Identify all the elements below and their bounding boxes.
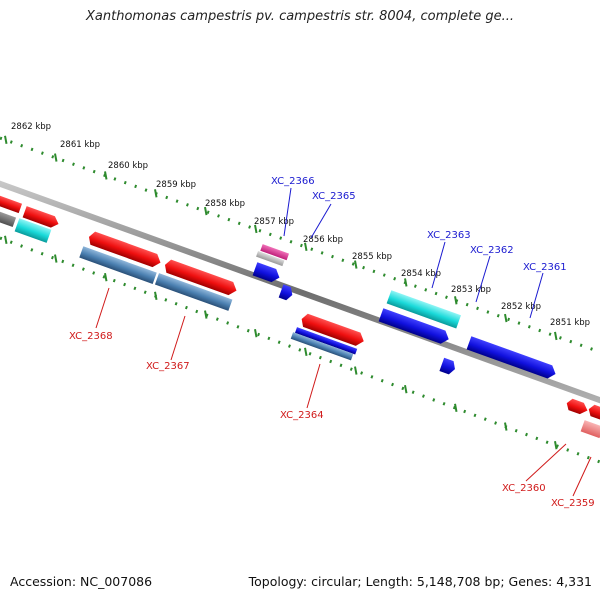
gene-label-xc-2364[interactable]: XC_2364 [280, 410, 324, 421]
scale-tick [204, 310, 208, 319]
scale-tick [54, 254, 58, 263]
gene-label-xc-2360[interactable]: XC_2360 [502, 483, 546, 494]
scale-label: 2858 kbp [205, 199, 245, 209]
gene-feature-xc-2359[interactable] [580, 420, 600, 439]
gene-feature-xc-2366[interactable] [256, 243, 290, 267]
scale-label: 2857 kbp [254, 217, 294, 227]
scale-label: 2861 kbp [60, 140, 100, 150]
scale-tick [354, 366, 358, 375]
scale-label: 2856 kbp [303, 235, 343, 245]
gene-label-xc-2368[interactable]: XC_2368 [69, 331, 113, 342]
gene-feature[interactable] [163, 258, 239, 297]
gene-label-xc-2362[interactable]: XC_2362 [470, 245, 514, 256]
reverse-leaders [95, 287, 592, 497]
scale-tick [104, 171, 108, 180]
scale-tick [504, 313, 508, 323]
scale-tick [304, 347, 308, 357]
scale-tick [404, 278, 408, 287]
gene-feature[interactable] [0, 208, 17, 228]
scale-tick [354, 260, 358, 269]
gene-label-xc-2365[interactable]: XC_2365 [312, 191, 356, 202]
scale-tick [454, 296, 458, 305]
scale-label: 2860 kbp [108, 161, 148, 171]
scale-track-inner [0, 236, 600, 464]
accession-label: Accession: NC_007086 [10, 574, 153, 589]
scale-tick [254, 329, 258, 338]
gene-feature-xc-2360[interactable] [565, 397, 590, 416]
scale-labels: 2862 kbp 2861 kbp 2860 kbp 2859 kbp 2858… [11, 122, 590, 328]
scale-tick [154, 189, 158, 198]
scale-tick [554, 441, 558, 450]
gene-feature[interactable] [587, 403, 600, 420]
gene-labels: XC_2366 XC_2365 XC_2363 XC_2362 XC_2361 … [69, 176, 595, 509]
forward-leaders [283, 187, 544, 319]
scale-tick [4, 135, 8, 144]
gene-feature-xc-2364[interactable] [290, 326, 358, 361]
gene-label-xc-2359[interactable]: XC_2359 [551, 498, 595, 509]
scale-tick [554, 331, 558, 341]
scale-ticks [4, 135, 558, 450]
gene-feature-xc-2362[interactable] [370, 308, 466, 375]
map-title: Xanthomonas campestris pv. campestris st… [86, 9, 514, 24]
gene-feature-xc-2365[interactable] [249, 262, 299, 301]
scale-tick [304, 242, 308, 251]
scale-label: 2853 kbp [451, 285, 491, 295]
scale-tick [254, 224, 258, 234]
scale-label: 2855 kbp [352, 252, 392, 262]
scale-label: 2852 kbp [501, 302, 541, 312]
scale-tick [4, 235, 8, 245]
genome-summary: Topology: circular; Length: 5,148,708 bp… [248, 574, 592, 589]
scale-label: 2851 kbp [550, 318, 590, 328]
gene-feature[interactable] [0, 192, 23, 214]
gene-feature[interactable] [299, 312, 366, 348]
gene-feature-xc-2367[interactable] [154, 273, 233, 311]
gene-label-xc-2363[interactable]: XC_2363 [427, 230, 471, 241]
scale-tick [54, 153, 58, 162]
gene-feature[interactable] [87, 230, 163, 269]
scale-label: 2862 kbp [11, 122, 51, 132]
gene-label-xc-2367[interactable]: XC_2367 [146, 361, 190, 372]
gene-label-xc-2361[interactable]: XC_2361 [523, 262, 567, 273]
gene-feature[interactable] [14, 218, 52, 243]
scale-label: 2859 kbp [156, 180, 196, 190]
genome-backbone [0, 180, 600, 404]
scale-tick [454, 403, 458, 413]
gene-feature-xc-2368[interactable] [79, 246, 157, 284]
scale-label: 2854 kbp [401, 269, 441, 279]
scale-tick [404, 385, 408, 394]
gene-feature-xc-2363[interactable] [386, 290, 461, 329]
scale-tick [104, 273, 108, 282]
gene-feature[interactable] [22, 206, 61, 229]
gene-feature-xc-2361[interactable] [466, 336, 558, 380]
scale-tick [204, 206, 208, 216]
gene-label-xc-2366[interactable]: XC_2366 [271, 176, 315, 187]
